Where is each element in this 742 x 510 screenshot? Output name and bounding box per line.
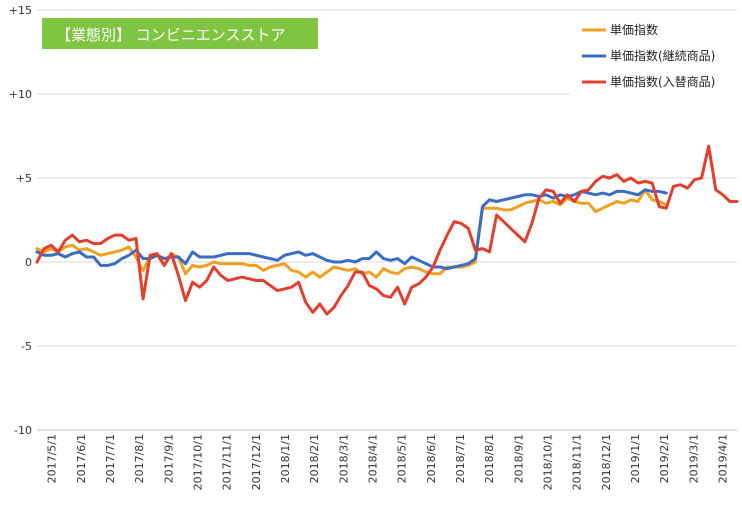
y-tick-label: +5: [16, 172, 32, 185]
y-axis: +15 +10 +5 0 -5 -10: [9, 4, 32, 437]
chart-title-box: 【業態別】 コンビニエンスストア: [42, 18, 318, 49]
x-tick-label: 2019/3/1: [687, 434, 700, 483]
x-tick-label: 2018/3/1: [337, 434, 350, 483]
x-tick-label: 2018/12/1: [600, 434, 613, 490]
series-line-1: [35, 188, 668, 279]
x-tick-label: 2018/4/1: [366, 434, 379, 483]
x-tick-label: 2017/8/1: [133, 434, 146, 483]
x-axis: 2017/5/1 2017/6/1 2017/7/1 2017/8/1 2017/9/1…: [37, 429, 737, 490]
y-tick-label: +10: [9, 88, 32, 101]
legend-label: 単価指数(継続商品): [610, 48, 715, 63]
x-tick-label: 2018/6/1: [425, 434, 438, 483]
series-line-2: [35, 188, 668, 271]
chart-title: 【業態別】 コンビニエンスストア: [56, 26, 285, 44]
x-tick-label: 2018/9/1: [512, 434, 525, 483]
x-tick-label: 2018/1/1: [279, 434, 292, 483]
x-tick-label: 2019/1/1: [629, 434, 642, 483]
x-tick-label: 2017/12/1: [250, 434, 263, 490]
x-tick-label: 2018/2/1: [308, 434, 321, 483]
x-tick-label: 2018/10/1: [541, 434, 554, 490]
x-tick-label: 2017/7/1: [104, 434, 117, 483]
x-tick-label: 2018/8/1: [483, 434, 496, 483]
chart-title-background: [42, 18, 318, 49]
x-tick-label: 2017/6/1: [75, 434, 88, 483]
x-tick-label: 2017/10/1: [191, 434, 204, 490]
y-tick-label: -10: [14, 424, 32, 437]
series-line-3: [35, 144, 739, 316]
y-tick-label: 0: [25, 256, 32, 269]
legend-label: 単価指数(入替商品): [610, 74, 715, 89]
y-tick-label: -5: [21, 340, 32, 353]
series-lines: [35, 144, 739, 316]
x-tick-label: 2017/9/1: [162, 434, 175, 483]
x-tick-label: 2019/2/1: [658, 434, 671, 483]
y-tick-label: +15: [9, 4, 32, 17]
x-tick-label: 2017/11/1: [221, 434, 234, 490]
x-tick-label: 2018/11/1: [571, 434, 584, 490]
x-tick-label: 2018/7/1: [454, 434, 467, 483]
x-tick-label: 2017/5/1: [46, 434, 59, 483]
x-tick-label: 2018/5/1: [396, 434, 409, 483]
x-tick-label: 2019/4/1: [716, 434, 729, 483]
legend-label: 単価指数: [610, 22, 658, 37]
